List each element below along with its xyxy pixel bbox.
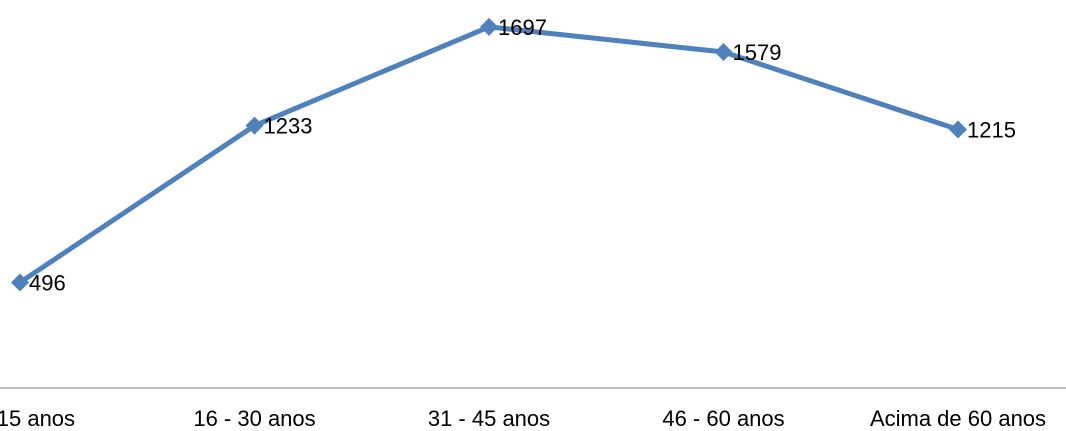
x-tick-label: Acima de 60 anos: [870, 406, 1046, 431]
data-point-marker: [11, 273, 29, 292]
data-label: 1697: [498, 15, 547, 40]
data-point-marker: [245, 116, 264, 135]
x-tick-label: 31 - 45 anos: [428, 406, 550, 431]
x-tick-label: 0 - 15 anos: [0, 406, 75, 431]
x-tick-label: 46 - 60 anos: [662, 406, 784, 431]
data-label: 1215: [967, 117, 1016, 142]
data-label: 1233: [264, 114, 313, 139]
data-point-marker: [480, 17, 498, 36]
data-label: 496: [29, 270, 66, 295]
series-line: [18, 24, 959, 285]
data-point-marker: [949, 120, 967, 139]
data-label: 1579: [733, 40, 782, 65]
series-group: [11, 17, 967, 292]
x-tick-label: 16 - 30 anos: [193, 406, 315, 431]
data-labels-group: 496 1233 1697 1579 1215: [29, 15, 1016, 296]
x-tick-labels-group: 0 - 15 anos 16 - 30 anos 31 - 45 anos 46 - …: [0, 406, 1046, 431]
data-point-marker: [714, 43, 733, 62]
